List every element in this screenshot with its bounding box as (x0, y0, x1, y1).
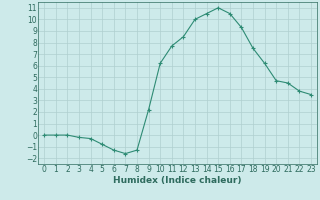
X-axis label: Humidex (Indice chaleur): Humidex (Indice chaleur) (113, 176, 242, 185)
